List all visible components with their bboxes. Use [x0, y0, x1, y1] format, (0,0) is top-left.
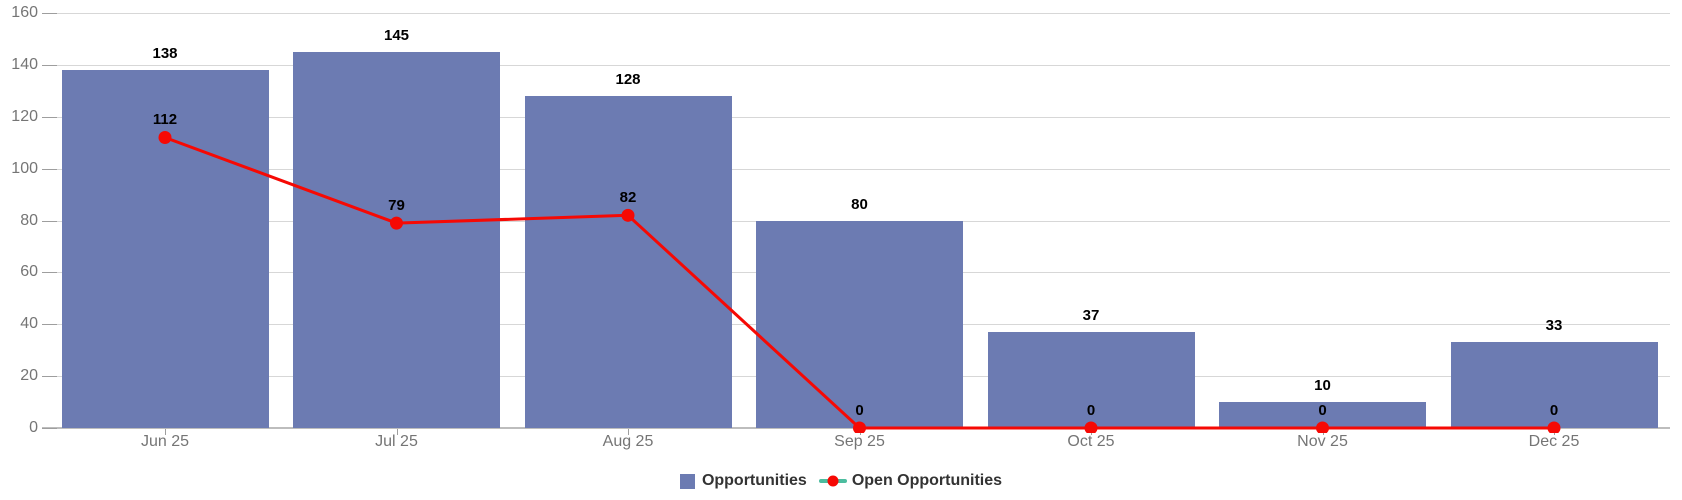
legend: Opportunities Open Opportunities [0, 468, 1682, 494]
gridline [42, 168, 1670, 170]
bar-value-label: 145 [383, 26, 410, 44]
x-axis-label: Sep 25 [834, 433, 885, 450]
x-axis-label: Jul 25 [375, 433, 418, 450]
bar-value-label: 128 [615, 71, 641, 88]
y-axis-label: 60 [20, 263, 38, 281]
x-axis-tick [628, 429, 629, 435]
legend-label-open-opportunities: Open Opportunities [851, 472, 1003, 489]
bar-value-label: 10 [1314, 377, 1331, 395]
y-axis-tick [42, 116, 57, 118]
legend-item-opportunities[interactable]: Opportunities [679, 471, 807, 491]
line-point-label: 0 [1086, 401, 1096, 419]
y-axis-label: 0 [29, 419, 38, 436]
gridline [42, 13, 1670, 14]
gridline [42, 64, 1670, 66]
y-axis-label: 20 [20, 367, 38, 385]
x-axis-label: Nov 25 [1297, 433, 1348, 450]
bar-value-label: 80 [851, 195, 868, 213]
line-point-marker[interactable] [390, 216, 403, 230]
y-axis-label: 120 [11, 107, 38, 125]
bar-value-label: 33 [1545, 317, 1563, 335]
line-point-label: 0 [1549, 401, 1559, 419]
x-axis-tick [396, 429, 398, 435]
line-point-label: 82 [619, 188, 637, 206]
gridline [42, 116, 1670, 118]
y-axis-label: 100 [11, 159, 38, 177]
x-axis-label: Jun 25 [140, 433, 190, 450]
line-point-marker[interactable] [621, 208, 635, 222]
line-point-label: 79 [388, 196, 405, 214]
line-series-marker-dot-icon [827, 475, 839, 487]
bar[interactable] [293, 51, 500, 428]
bar-value-label: 37 [1082, 307, 1100, 325]
line-point-marker[interactable] [1547, 421, 1561, 434]
line-point-label: 0 [855, 401, 864, 419]
y-axis-tick [42, 428, 57, 429]
bar-series-swatch-icon [679, 473, 695, 489]
legend-item-open-opportunities[interactable]: Open Opportunities [818, 471, 1003, 491]
line-point-marker[interactable] [853, 421, 866, 434]
y-axis-tick [42, 272, 57, 274]
line-point-marker[interactable] [1316, 421, 1329, 434]
x-axis-label: Oct 25 [1067, 433, 1115, 450]
y-axis-tick [42, 168, 57, 170]
x-axis-label: Dec 25 [1528, 433, 1580, 450]
y-axis-label: 140 [11, 55, 38, 73]
line-point-marker[interactable] [1084, 421, 1098, 434]
x-axis-tick [165, 429, 166, 435]
x-axis-label: Aug 25 [602, 433, 654, 450]
line-series-swatch-icon [818, 475, 847, 487]
y-axis-tick [42, 64, 57, 66]
bar[interactable] [756, 220, 963, 428]
bar[interactable] [524, 96, 732, 428]
y-axis-tick [42, 220, 57, 222]
y-axis-tick [42, 324, 57, 326]
legend-label-opportunities: Opportunities [701, 472, 807, 489]
bar-value-label: 138 [152, 45, 178, 63]
y-axis-tick [42, 376, 57, 378]
line-point-label: 112 [152, 111, 178, 128]
y-axis-tick [42, 13, 57, 14]
line-point-label: 0 [1318, 401, 1327, 419]
y-axis-label: 160 [11, 4, 38, 21]
y-axis-label: 40 [20, 315, 38, 333]
y-axis-label: 80 [20, 211, 38, 229]
line-point-marker[interactable] [158, 131, 172, 144]
